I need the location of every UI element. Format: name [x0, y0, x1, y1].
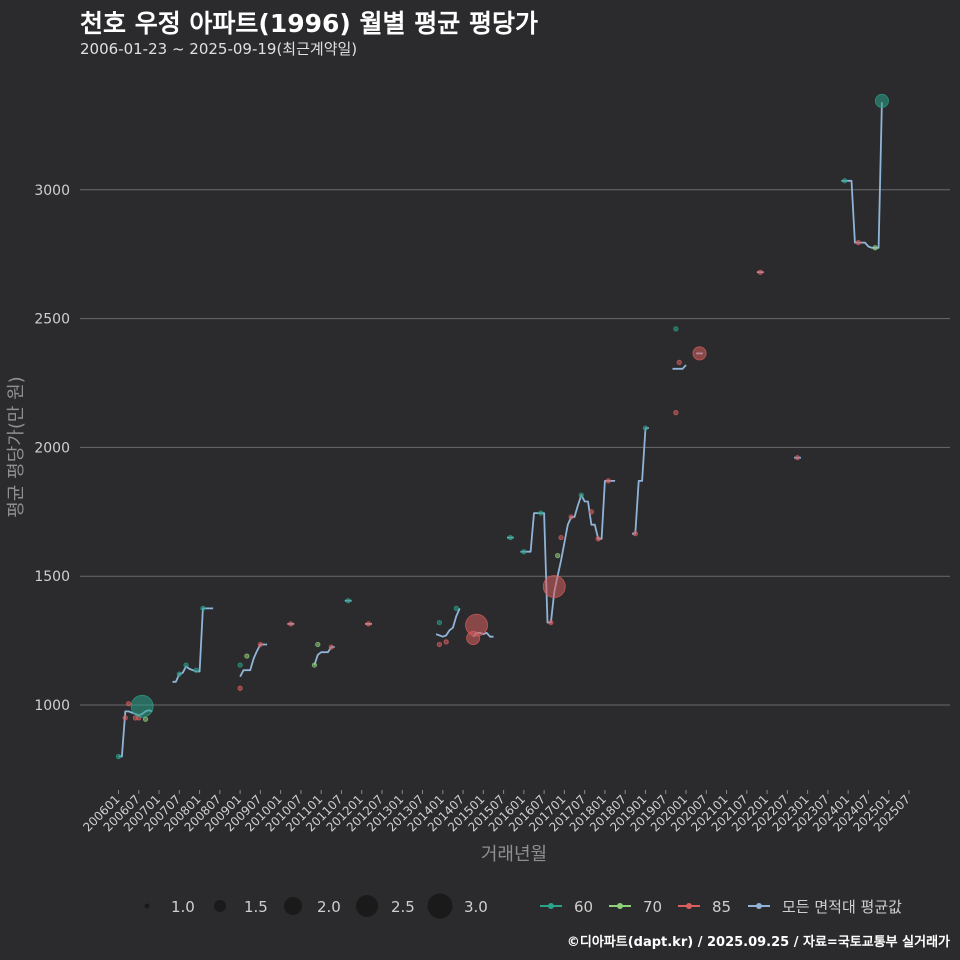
- data-point: [692, 346, 707, 361]
- data-point: [130, 694, 154, 718]
- average-line-segment: [520, 480, 616, 624]
- size-legend-label: 1.0: [171, 898, 195, 916]
- size-legend-symbol: [284, 897, 302, 915]
- data-point: [237, 685, 243, 691]
- data-point: [568, 514, 574, 520]
- data-point: [436, 619, 443, 626]
- data-point: [855, 240, 861, 246]
- y-tick-label: 3000: [34, 183, 70, 199]
- color-legend-label: 85: [712, 898, 731, 916]
- source-credit: ©디아파트(dapt.kr) / 2025.09.25 / 자료=국토교통부 실…: [566, 935, 950, 950]
- y-tick-label: 2000: [34, 440, 70, 456]
- legend: 1.0 1.5 2.0 2.5 3.0 60 70 85 모든 면적대 평균값: [144, 893, 902, 919]
- average-line-segment: [172, 607, 214, 683]
- grid-lines: [80, 189, 950, 706]
- data-point: [538, 510, 544, 516]
- data-point: [548, 619, 554, 626]
- data-point: [315, 641, 321, 648]
- data-point: [115, 753, 122, 760]
- y-axis-ticks: 1000 1500 2000 2500 3000: [34, 183, 70, 714]
- data-point: [142, 716, 149, 722]
- y-axis-title: 평균 평당가(만 원): [6, 376, 27, 517]
- point-series: [115, 93, 889, 760]
- color-legend-label: 60: [574, 898, 593, 916]
- x-axis-ticks: 2006012006072007012007072008012008072009…: [80, 790, 913, 835]
- chart-title: 천호 우정 아파트(1996) 월별 평균 평당가: [80, 9, 538, 38]
- y-tick-label: 1500: [34, 569, 70, 585]
- data-point: [176, 671, 182, 677]
- data-point: [595, 536, 601, 542]
- data-point: [673, 326, 679, 332]
- data-point: [555, 552, 561, 559]
- data-point: [183, 662, 189, 668]
- data-point: [842, 178, 848, 184]
- size-legend-symbol: [214, 900, 226, 912]
- size-legend-label: 1.5: [244, 898, 268, 916]
- data-point: [588, 509, 595, 515]
- data-point: [642, 425, 649, 431]
- data-point: [345, 598, 351, 604]
- average-line-segment: [313, 646, 335, 666]
- data-point: [443, 639, 449, 645]
- data-point: [453, 605, 459, 612]
- color-legend-label: 70: [643, 898, 662, 916]
- color-legend-label: 모든 면적대 평균값: [782, 898, 902, 916]
- data-point: [328, 644, 334, 650]
- data-point: [257, 641, 263, 648]
- data-point: [200, 605, 206, 612]
- x-axis-title: 거래년월: [481, 844, 547, 865]
- data-point: [757, 269, 763, 275]
- data-point: [193, 667, 199, 673]
- data-point: [365, 621, 372, 627]
- y-tick-label: 1000: [34, 698, 70, 714]
- average-line-segment: [632, 427, 649, 535]
- average-line-segment: [672, 364, 687, 370]
- average-line-segment: [239, 643, 268, 678]
- data-point: [237, 662, 243, 668]
- data-point: [673, 410, 679, 416]
- data-point: [578, 492, 584, 498]
- data-point: [126, 701, 132, 707]
- color-legend-dot: [548, 903, 554, 909]
- average-line-segment: [435, 608, 461, 638]
- average-line-segment: [841, 102, 883, 249]
- size-legend-symbol: [356, 895, 378, 917]
- size-legend-label: 3.0: [464, 898, 488, 916]
- data-point: [558, 534, 564, 541]
- data-point: [676, 359, 682, 365]
- data-point: [872, 245, 878, 251]
- size-legend-symbol: [427, 893, 453, 919]
- data-point: [605, 478, 611, 484]
- chart-subtitle: 2006-01-23 ~ 2025-09-19(최근계약일): [80, 40, 358, 58]
- color-legend-dot: [756, 903, 762, 909]
- y-tick-label: 2500: [34, 312, 70, 328]
- size-legend-label: 2.0: [317, 898, 341, 916]
- data-point: [288, 621, 294, 627]
- color-legend-dot: [686, 903, 692, 909]
- size-legend-label: 2.5: [391, 898, 415, 916]
- data-point: [311, 662, 318, 668]
- data-point: [244, 653, 250, 659]
- data-point: [122, 715, 128, 721]
- data-point: [521, 549, 527, 555]
- data-point: [436, 641, 443, 648]
- data-point: [507, 534, 513, 541]
- data-point: [632, 531, 638, 537]
- data-point: [542, 575, 566, 598]
- color-legend-dot: [617, 903, 623, 909]
- size-legend-symbol: [144, 903, 150, 909]
- data-point: [874, 93, 889, 108]
- data-point: [465, 613, 488, 637]
- data-point: [794, 455, 801, 461]
- average-line-series: [118, 102, 883, 758]
